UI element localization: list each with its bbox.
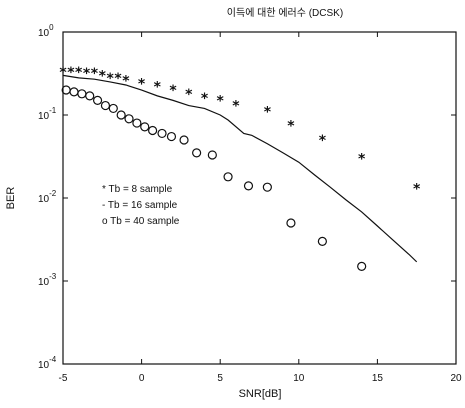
star-point: * [319, 133, 327, 149]
circle-point [192, 148, 202, 158]
star-point: * [169, 83, 177, 99]
legend-entry-tb8: * Tb = 8 sample [102, 184, 173, 195]
circle-point [157, 128, 167, 139]
tick-marks [62, 31, 457, 365]
star-point: * [67, 65, 75, 81]
x-tick-label: 0 [139, 373, 145, 384]
legend: * Tb = 8 sample - Tb = 16 sample o Tb = … [102, 184, 180, 227]
circle-point [100, 100, 111, 111]
series-layer: * * * * * * * * * * * * * * * * ***** [59, 65, 421, 271]
y-axis-label: BER [5, 187, 17, 210]
star-point: * [91, 66, 99, 82]
star-point: * [201, 91, 209, 107]
circle-point [207, 150, 217, 160]
star-point: * [413, 182, 421, 198]
star-point: * [138, 76, 146, 92]
y-tick-label: 10-4 [38, 355, 57, 371]
chart-title: 이득에 대한 에러수 (DCSK) [227, 7, 343, 19]
x-tick-label: 20 [450, 373, 462, 384]
star-point: * [287, 118, 295, 134]
star-point: * [232, 99, 240, 115]
star-point: * [185, 87, 193, 103]
x-tick-label: 15 [372, 373, 384, 384]
star-point: * [106, 71, 114, 87]
y-tick-label: 100 [38, 23, 54, 39]
star-point: * [59, 65, 67, 81]
star-point: * [99, 68, 107, 84]
circle-point [223, 172, 233, 182]
circle-point [92, 95, 103, 105]
star-point: * [122, 74, 130, 90]
x-axis-label: SNR[dB] [239, 388, 282, 400]
x-tick-label: -5 [59, 373, 68, 384]
y-tick-label: 10-3 [38, 272, 57, 288]
legend-entry-tb16: - Tb = 16 sample [102, 200, 178, 211]
circle-point [148, 125, 158, 136]
x-tick-label: 10 [293, 373, 305, 384]
circle-point [132, 118, 142, 128]
circle-point [166, 131, 177, 142]
circle-point [124, 114, 134, 124]
y-tick-label: 10-1 [38, 106, 57, 122]
star-point: * [358, 151, 366, 167]
circle-point [262, 182, 272, 192]
circle-point [140, 122, 150, 132]
star-point: * [217, 93, 225, 109]
circle-point [243, 181, 254, 191]
star-point: * [154, 80, 162, 96]
y-tick-label: 10-2 [38, 189, 57, 205]
circle-point [357, 261, 367, 271]
circle-point [69, 87, 79, 97]
circle-point [77, 89, 87, 99]
circle-point [286, 218, 296, 228]
circle-point [179, 135, 189, 145]
circle-point [317, 236, 327, 246]
series-line-tb16 [62, 74, 418, 263]
star-point: * [264, 105, 272, 121]
legend-entry-tb40: o Tb = 40 sample [102, 216, 180, 227]
circle-point [108, 103, 118, 114]
circle-point [85, 91, 95, 101]
star-point: * [83, 66, 91, 82]
circle-point [116, 110, 126, 120]
x-tick-label: 5 [217, 373, 223, 384]
star-point: * [75, 65, 83, 81]
star-point: * [114, 71, 122, 87]
